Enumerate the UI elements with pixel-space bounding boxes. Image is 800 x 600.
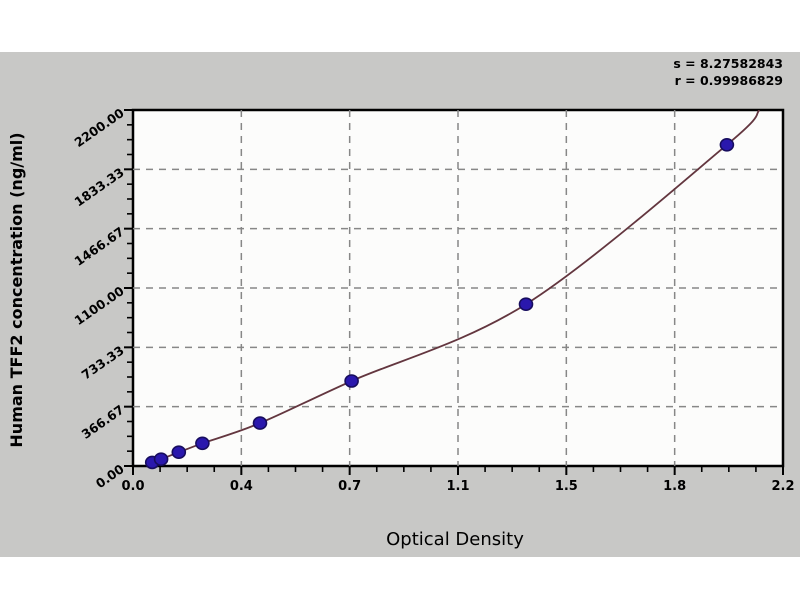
gridlines-group [133,110,783,466]
ticks-group [124,109,784,475]
x-tick-label: 1.8 [663,479,686,494]
stat-r-value: r = 0.99986829 [675,73,783,88]
stat-s-value: s = 8.27582843 [673,56,783,71]
data-point [171,445,187,460]
y-axis-title: Human TFF2 concentration (ng/ml) [7,132,26,447]
x-tick-label: 0.4 [230,479,253,494]
x-tick-label: 0.7 [338,479,361,494]
data-point [518,297,534,312]
data-point [719,138,735,152]
x-tick-label: 0.0 [121,479,144,494]
data-point [153,452,169,467]
x-tick-label: 1.1 [446,479,469,494]
data-point [252,416,268,430]
x-axis-title: Optical Density [386,529,524,550]
data-point [344,374,359,388]
data-points-group [144,138,735,470]
x-tick-label: 1.5 [555,479,578,494]
x-tick-label: 2.2 [771,479,794,494]
data-point [195,436,210,451]
